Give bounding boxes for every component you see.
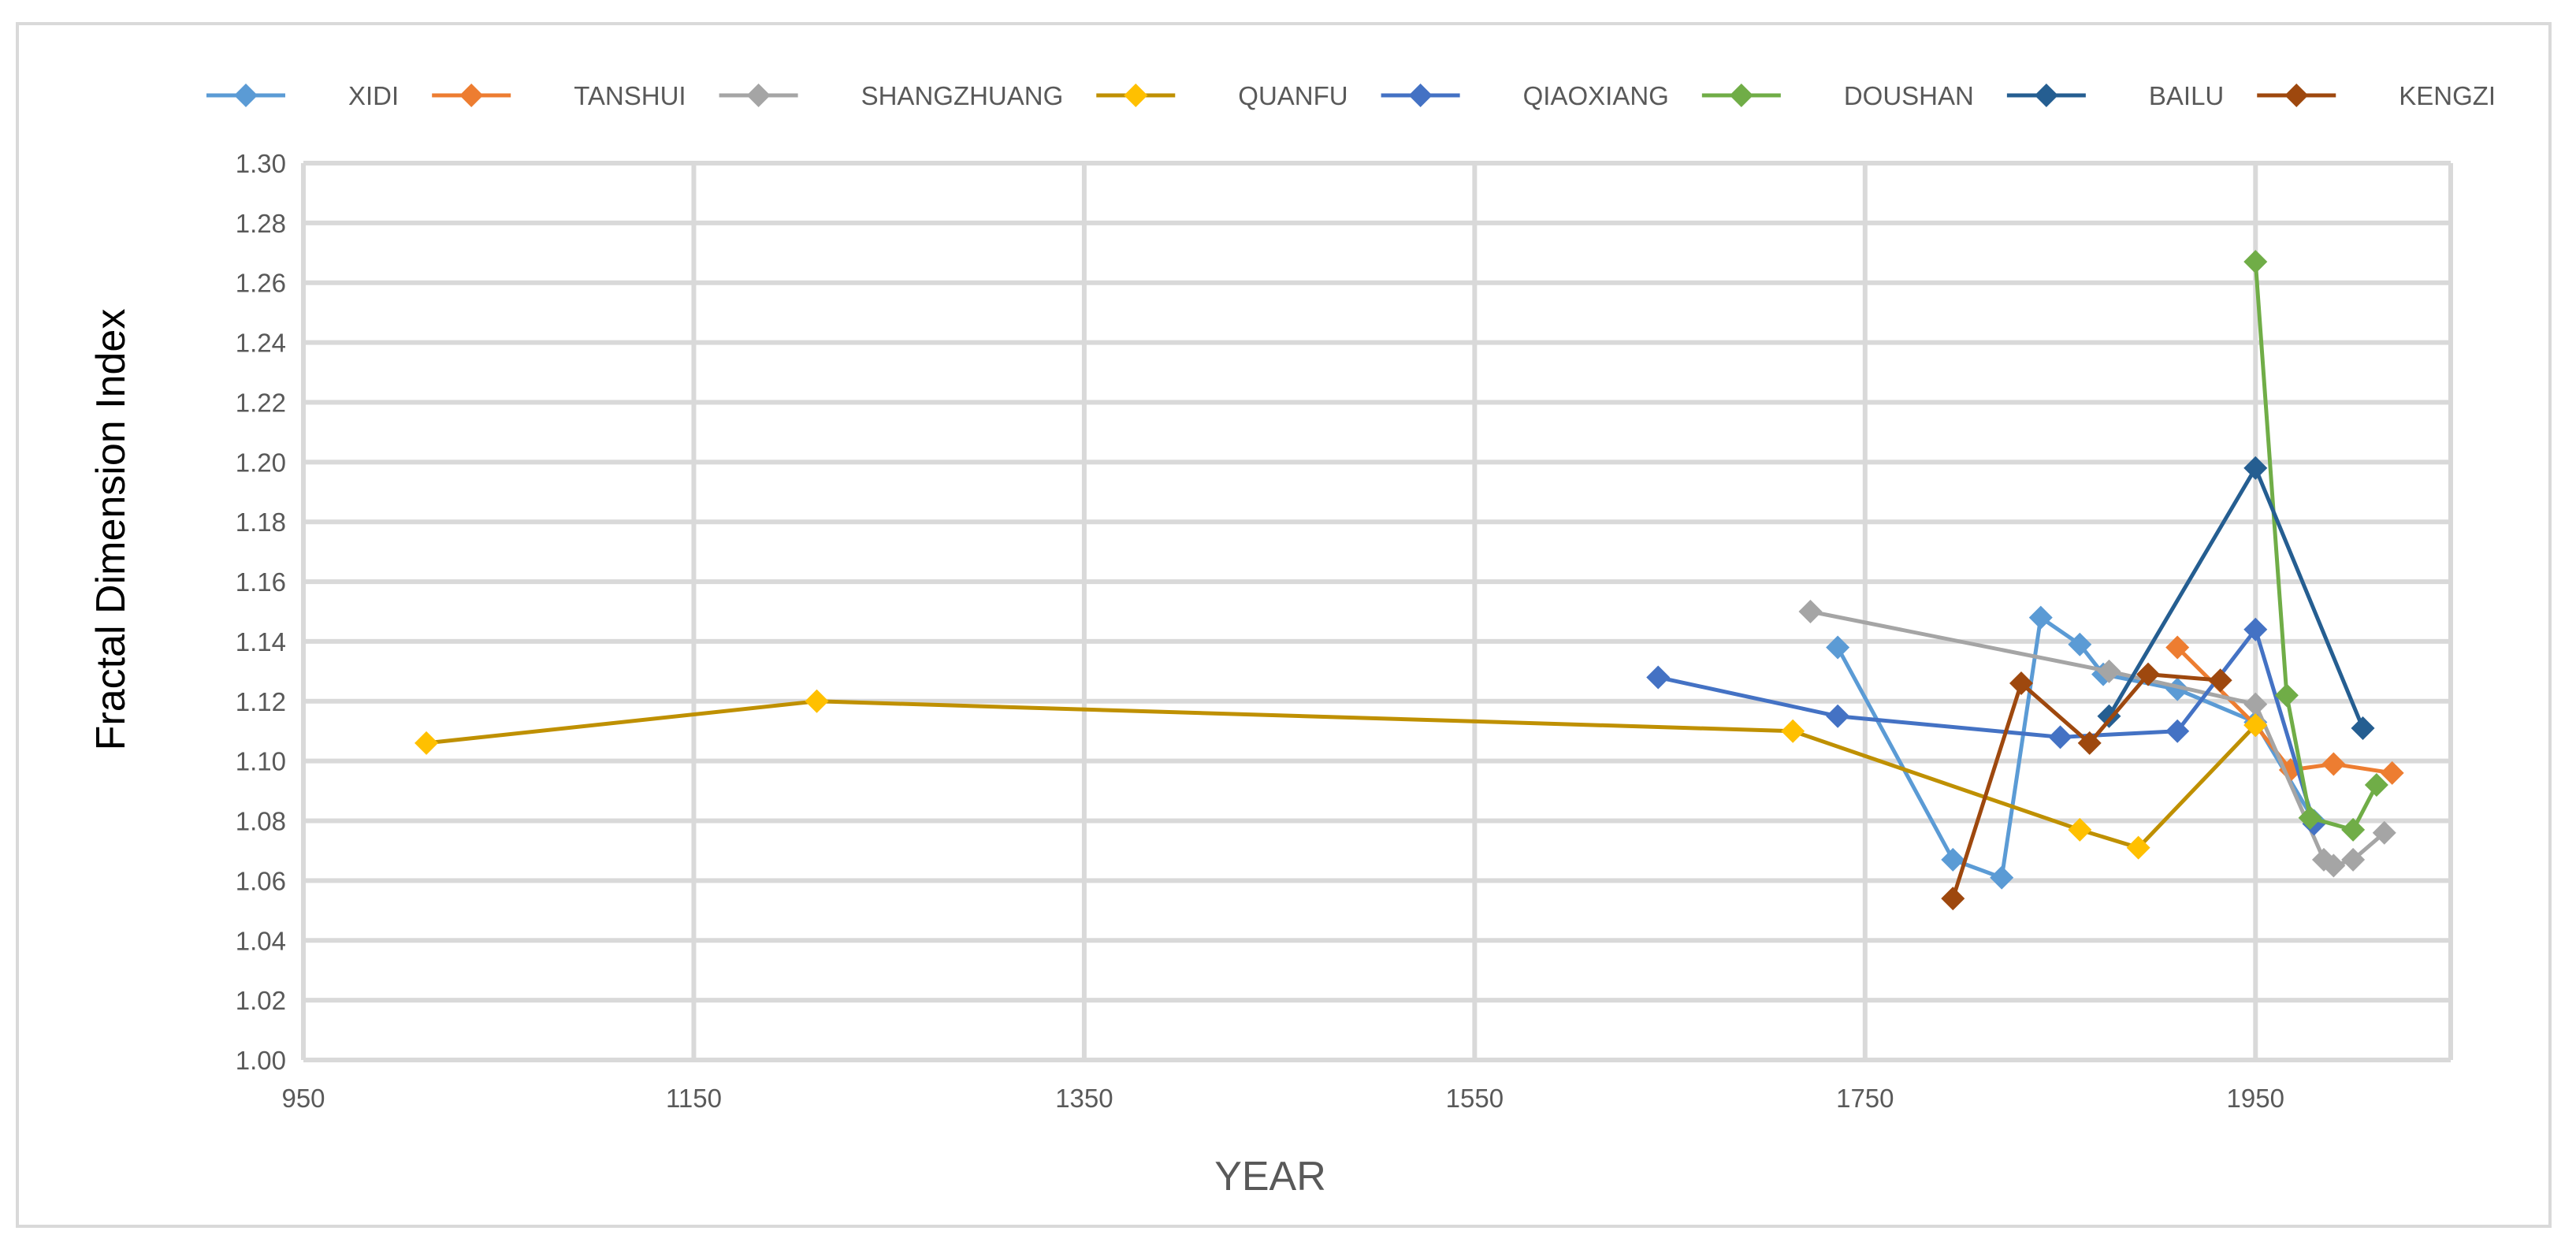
data-point-xidi xyxy=(1941,847,1965,872)
y-tick-label: 1.24 xyxy=(236,329,286,358)
legend-label-shangzhuang: SHANGZHUANG xyxy=(861,81,1064,110)
legend-label-doushan: DOUSHAN xyxy=(1844,81,1974,110)
data-point-shangzhuang xyxy=(1798,600,1823,623)
data-point-qiaoxiang xyxy=(2048,725,2072,749)
y-tick-label: 1.12 xyxy=(236,687,286,716)
legend-label-qiaoxiang: QIAOXIANG xyxy=(1523,81,1669,110)
legend-label-tanshui: TANSHUI xyxy=(574,81,686,110)
data-point-shangzhuang xyxy=(2372,820,2396,845)
legend-marker-quanfu xyxy=(1124,84,1148,107)
y-tick-label: 1.06 xyxy=(236,866,286,895)
legend-marker-xidi xyxy=(234,84,258,107)
x-tick-label: 1150 xyxy=(666,1084,722,1113)
data-point-quanfu xyxy=(414,731,439,755)
data-point-shangzhuang xyxy=(2243,692,2268,716)
legend-label-quanfu: QUANFU xyxy=(1238,81,1347,110)
data-point-doushan xyxy=(2341,817,2366,842)
data-point-bailu xyxy=(2243,456,2268,480)
y-tick-label: 1.16 xyxy=(236,567,286,597)
x-tick-label: 1950 xyxy=(2227,1084,2284,1113)
axes: 1.00 1.02 1.04 1.06 1.08 1.10 1.12 1.14 1.16 1.18… xyxy=(236,149,2284,1113)
legend-marker-tanshui xyxy=(459,84,484,107)
y-axis-title: Fractal Dimension Index xyxy=(88,309,134,751)
series-line-kengzi xyxy=(1950,672,2221,899)
data-point-tanshui xyxy=(2321,752,2346,776)
series-line-qiaoxiang xyxy=(1657,627,2316,825)
series-line-quanfu xyxy=(426,699,2258,850)
gridlines xyxy=(301,161,2453,1062)
data-point-kengzi xyxy=(2136,662,2161,686)
x-tick-label: 1350 xyxy=(1055,1084,1113,1113)
legend-marker-qiaoxiang xyxy=(1408,84,1433,107)
legend-marker-bailu xyxy=(2034,84,2058,107)
x-axis-title: YEAR xyxy=(1214,1154,1326,1199)
y-tick-label: 1.30 xyxy=(236,149,286,178)
y-tick-label: 1.18 xyxy=(236,508,286,537)
x-tick-label: 1750 xyxy=(1836,1084,1894,1113)
data-point-qiaoxiang xyxy=(2243,617,2268,642)
legend-label-bailu: BAILU xyxy=(2149,81,2224,110)
x-tick-label: 950 xyxy=(281,1084,325,1113)
legend-marker-kengzi xyxy=(2284,84,2309,107)
data-point-bailu xyxy=(2351,716,2375,740)
data-point-qiaoxiang xyxy=(2165,719,2190,743)
data-point-shangzhuang xyxy=(2097,659,2121,683)
data-point-xidi xyxy=(2028,605,2053,630)
y-tick-label: 1.00 xyxy=(236,1046,286,1075)
data-point-doushan xyxy=(2274,683,2299,708)
y-tick-label: 1.08 xyxy=(236,807,286,836)
data-point-kengzi xyxy=(2208,668,2232,693)
data-point-xidi xyxy=(1826,635,1850,660)
series-lines xyxy=(414,250,2404,911)
y-tick-label: 1.02 xyxy=(236,986,286,1015)
data-point-xidi xyxy=(1990,865,2014,890)
data-point-tanshui xyxy=(2380,761,2404,785)
x-tick-label: 1550 xyxy=(1446,1084,1504,1113)
legend-marker-doushan xyxy=(1729,84,1753,107)
legend-label-kengzi: KENGZI xyxy=(2399,81,2496,110)
y-tick-label: 1.28 xyxy=(236,209,286,238)
data-point-xidi xyxy=(2068,632,2092,656)
data-point-kengzi xyxy=(1941,887,1965,911)
data-point-doushan xyxy=(2243,250,2268,274)
data-point-qiaoxiang xyxy=(1646,665,1671,690)
data-point-quanfu xyxy=(1781,719,1805,743)
data-point-shangzhuang xyxy=(2321,853,2346,878)
legend-marker-shangzhuang xyxy=(746,84,771,107)
data-point-quanfu xyxy=(2126,835,2150,860)
data-point-kengzi xyxy=(2077,731,2102,755)
data-point-kengzi xyxy=(2009,671,2033,696)
y-tick-label: 1.20 xyxy=(236,448,286,477)
data-point-quanfu xyxy=(805,689,829,713)
data-point-shangzhuang xyxy=(2341,847,2366,872)
y-tick-label: 1.04 xyxy=(236,926,286,955)
data-point-qiaoxiang xyxy=(1826,704,1850,728)
data-point-quanfu xyxy=(2068,817,2092,842)
legend-label-xidi: XIDI xyxy=(348,81,399,110)
legend: XIDI TANSHUI SHANGZHUANG QUANFU QIAOXIANG DOU… xyxy=(206,81,2496,110)
y-tick-label: 1.14 xyxy=(236,627,286,656)
series-line-xidi xyxy=(1835,615,2316,880)
series-line-bailu xyxy=(2107,466,2365,729)
data-point-tanshui xyxy=(2165,635,2190,660)
y-tick-label: 1.26 xyxy=(236,269,286,298)
y-tick-label: 1.10 xyxy=(236,747,286,776)
data-point-doushan xyxy=(2364,773,2388,798)
y-tick-label: 1.22 xyxy=(236,388,286,417)
data-point-doushan xyxy=(2298,805,2322,830)
series-line-shangzhuang xyxy=(1809,609,2386,868)
data-point-quanfu xyxy=(2243,713,2268,738)
